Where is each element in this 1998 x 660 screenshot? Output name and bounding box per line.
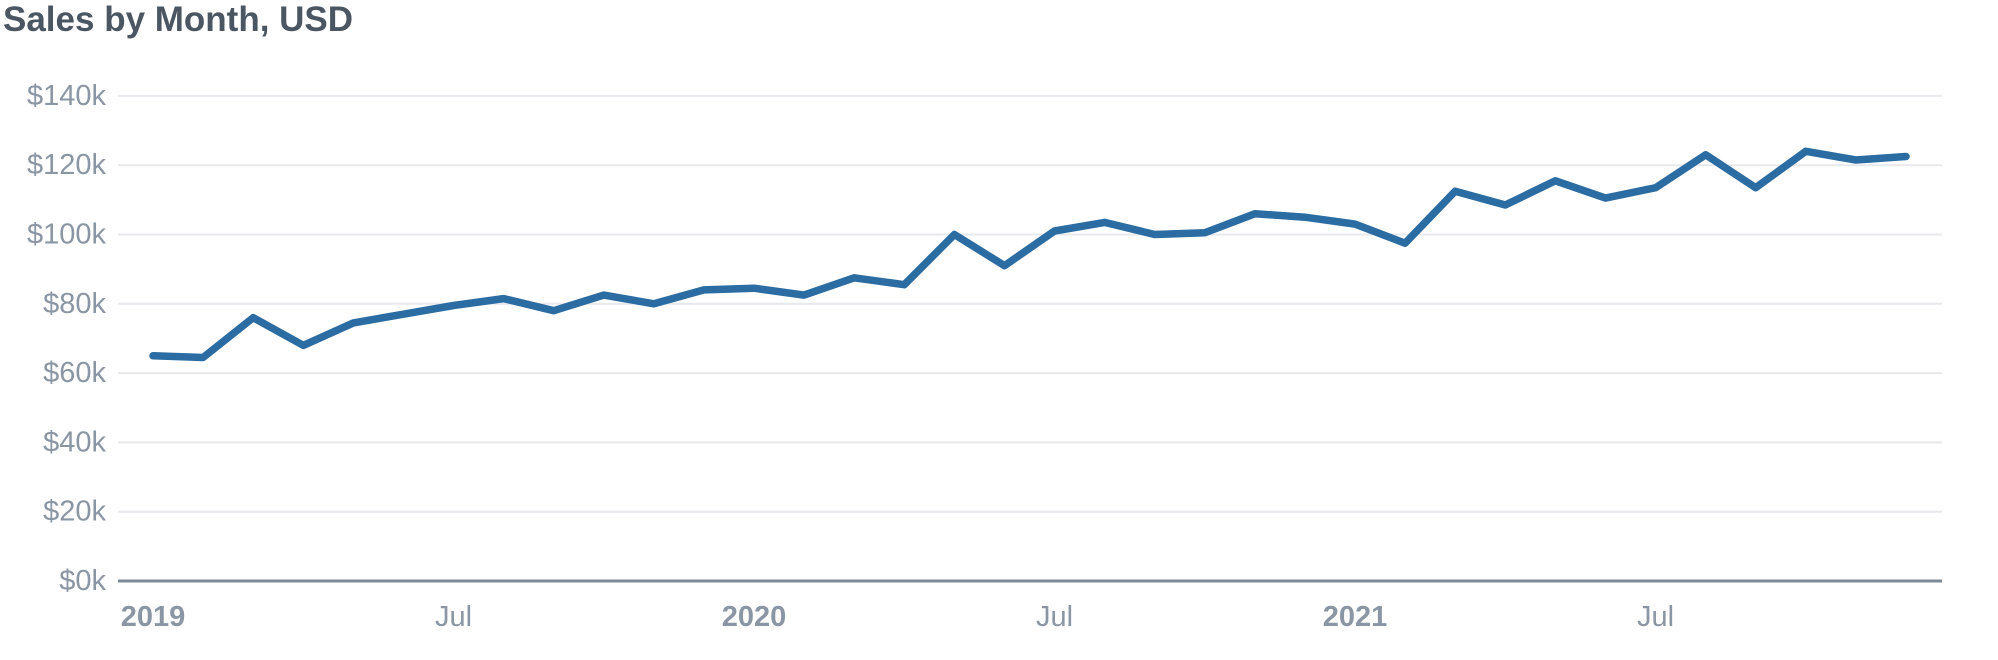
x-tick-label: Jul [1637, 601, 1674, 633]
x-tick-label: Jul [435, 601, 472, 633]
chart-title: Sales by Month, USD [3, 0, 354, 39]
series-group [149, 147, 1910, 362]
x-tick-label: 2021 [1323, 601, 1388, 633]
y-tick-label: $120k [27, 149, 107, 181]
y-tick-label: $0k [59, 565, 106, 597]
y-axis-labels-group: $0k $20k $40k $60k $80k $100k $120k $140k [27, 80, 107, 597]
gridlines-group [118, 94, 1942, 583]
y-tick-label: $20k [43, 496, 106, 528]
x-tick-label: Jul [1036, 601, 1073, 633]
y-tick-label: $60k [43, 357, 106, 389]
y-tick-label: $140k [27, 80, 107, 112]
y-tick-label: $100k [27, 219, 107, 251]
x-tick-label: 2020 [722, 601, 787, 633]
x-axis-labels-group: 2019 Jul 2020 Jul 2021 Jul [121, 601, 1674, 633]
y-tick-label: $40k [43, 426, 106, 458]
y-tick-label: $80k [43, 288, 106, 320]
x-tick-label: 2019 [121, 601, 186, 633]
sales-line-series [149, 147, 1910, 362]
